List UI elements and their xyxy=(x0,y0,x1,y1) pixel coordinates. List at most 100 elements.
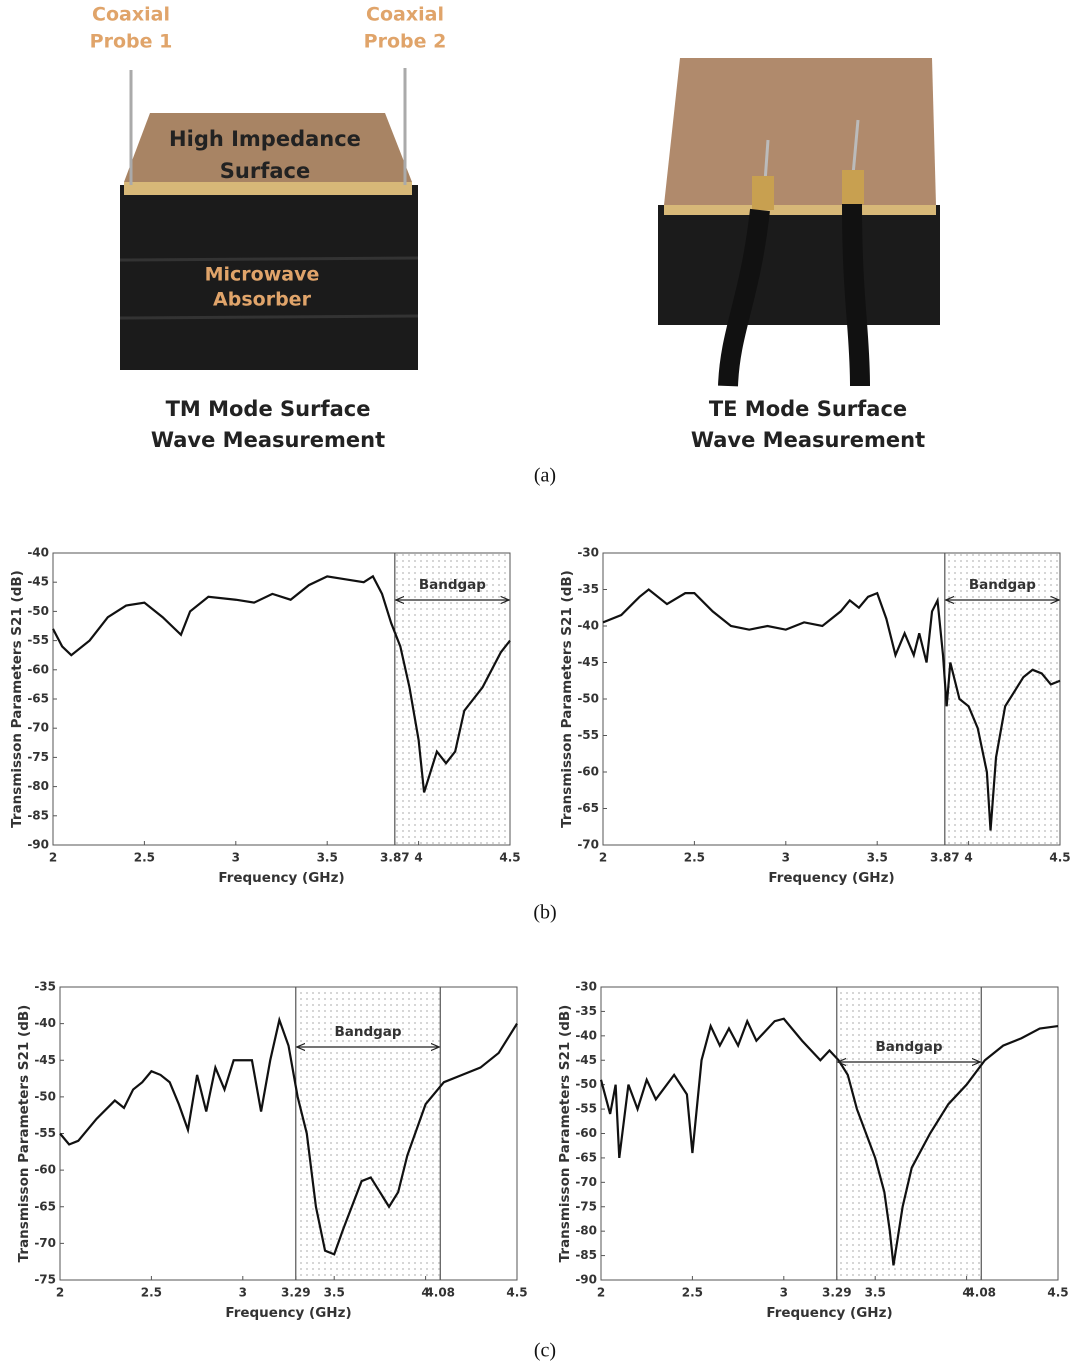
y-tick-label: -75 xyxy=(575,1199,597,1213)
y-tick-label: -55 xyxy=(34,1126,56,1140)
x-tick-label: 3.29 xyxy=(822,1286,852,1300)
y-tick-label: -60 xyxy=(27,662,49,676)
te-photo xyxy=(658,58,940,386)
photo-label: TM Mode Surface xyxy=(166,397,371,421)
x-tick-label: 2.5 xyxy=(682,1286,703,1300)
bandgap-region xyxy=(837,987,981,1280)
x-tick-label: 2 xyxy=(597,1286,605,1300)
plot-frame xyxy=(60,987,517,1280)
photo-label: High Impedance xyxy=(169,127,361,151)
x-tick-label: 2 xyxy=(599,851,607,865)
x-tick-label: 4.5 xyxy=(506,1286,527,1300)
y-tick-label: -65 xyxy=(34,1199,56,1213)
y-tick-label: -55 xyxy=(575,1102,597,1116)
x-tick-label: 2.5 xyxy=(141,1286,162,1300)
x-tick-label: 4.5 xyxy=(1049,851,1070,865)
y-axis-label: Transmisson Parameters S21 (dB) xyxy=(557,1005,573,1263)
x-tick-label: 3 xyxy=(239,1286,247,1300)
y-tick-label: -40 xyxy=(575,1028,597,1042)
figure-caption: (b) xyxy=(533,902,556,924)
bandgap-region xyxy=(945,553,1060,845)
x-tick-label: 4.5 xyxy=(1047,1286,1068,1300)
y-tick-label: -65 xyxy=(577,801,599,815)
y-tick-label: -35 xyxy=(575,1004,597,1018)
y-tick-label: -50 xyxy=(34,1089,56,1103)
photo-label: Absorber xyxy=(213,289,312,311)
y-tick-label: -55 xyxy=(577,728,599,742)
x-tick-label: 3.5 xyxy=(324,1286,345,1300)
bandgap-label: Bandgap xyxy=(969,577,1036,593)
y-tick-label: -70 xyxy=(577,838,599,852)
y-tick-label: -70 xyxy=(34,1236,56,1250)
data-line xyxy=(60,1020,517,1254)
x-tick-label: 3.5 xyxy=(865,1286,886,1300)
x-tick-label: 3.5 xyxy=(867,851,888,865)
y-axis-label: Transmisson Parameters S21 (dB) xyxy=(559,570,575,828)
x-tick-label: 2 xyxy=(49,851,57,865)
x-axis-label: Frequency (GHz) xyxy=(218,870,344,886)
x-axis-label: Frequency (GHz) xyxy=(225,1305,351,1321)
x-tick-label: 3 xyxy=(232,851,240,865)
x-tick-label: 4 xyxy=(964,851,972,865)
y-tick-label: -45 xyxy=(34,1053,56,1067)
x-tick-label: 2.5 xyxy=(684,851,705,865)
photo-label: Probe 1 xyxy=(90,31,173,53)
x-tick-label: 3.87 xyxy=(380,851,410,865)
x-tick-label: 2 xyxy=(56,1286,64,1300)
y-tick-label: -65 xyxy=(27,692,49,706)
x-tick-label: 4 xyxy=(414,851,422,865)
y-tick-label: -60 xyxy=(577,765,599,779)
y-axis-label: Transmisson Parameters S21 (dB) xyxy=(16,1005,32,1263)
photo-label: Wave Measurement xyxy=(691,428,925,452)
x-tick-label: 4.08 xyxy=(966,1286,996,1300)
y-tick-label: -45 xyxy=(577,655,599,669)
y-tick-label: -90 xyxy=(27,838,49,852)
y-tick-label: -35 xyxy=(577,582,599,596)
photo-label: Probe 2 xyxy=(364,31,447,53)
y-tick-label: -75 xyxy=(34,1273,56,1287)
photo-label: Surface xyxy=(220,159,310,183)
bandgap-label: Bandgap xyxy=(875,1039,942,1055)
x-tick-label: 2.5 xyxy=(134,851,155,865)
y-tick-label: -50 xyxy=(575,1077,597,1091)
x-axis-label: Frequency (GHz) xyxy=(766,1305,892,1321)
x-tick-label: 3.5 xyxy=(317,851,338,865)
y-tick-label: -40 xyxy=(27,546,49,560)
y-axis-label: Transmisson Parameters S21 (dB) xyxy=(9,570,25,828)
y-tick-label: -30 xyxy=(577,546,599,560)
y-tick-label: -40 xyxy=(577,619,599,633)
y-tick-label: -75 xyxy=(27,750,49,764)
tm-photo xyxy=(120,68,418,370)
y-tick-label: -50 xyxy=(577,692,599,706)
data-line xyxy=(601,1019,1058,1266)
photo-label: TE Mode Surface xyxy=(709,397,907,421)
x-tick-label: 4.5 xyxy=(499,851,520,865)
y-tick-label: -70 xyxy=(575,1175,597,1189)
y-tick-label: -85 xyxy=(575,1248,597,1262)
photo-label: Microwave xyxy=(205,264,320,286)
x-tick-label: 3.87 xyxy=(930,851,960,865)
figure-caption: (a) xyxy=(534,465,556,487)
y-tick-label: -80 xyxy=(27,779,49,793)
y-tick-label: -30 xyxy=(575,980,597,994)
chart: -90-85-80-75-70-65-60-55-50-45-40-35-302… xyxy=(557,980,1069,1322)
y-tick-label: -80 xyxy=(575,1224,597,1238)
y-tick-label: -85 xyxy=(27,808,49,822)
x-axis-label: Frequency (GHz) xyxy=(768,870,894,886)
y-tick-label: -70 xyxy=(27,721,49,735)
y-tick-label: -35 xyxy=(34,980,56,994)
y-tick-label: -90 xyxy=(575,1273,597,1287)
y-tick-label: -60 xyxy=(575,1126,597,1140)
x-tick-label: 3 xyxy=(780,1286,788,1300)
photo-label: Coaxial xyxy=(366,4,444,26)
figure-caption: (c) xyxy=(534,1340,556,1362)
y-tick-label: -65 xyxy=(575,1150,597,1164)
x-tick-label: 3.29 xyxy=(281,1286,311,1300)
y-tick-label: -55 xyxy=(27,633,49,647)
bandgap-label: Bandgap xyxy=(334,1024,401,1040)
plot-frame xyxy=(601,987,1058,1280)
photo-label: Wave Measurement xyxy=(151,428,385,452)
figure: CoaxialProbe 1CoaxialProbe 2High Impedan… xyxy=(0,0,1075,1366)
